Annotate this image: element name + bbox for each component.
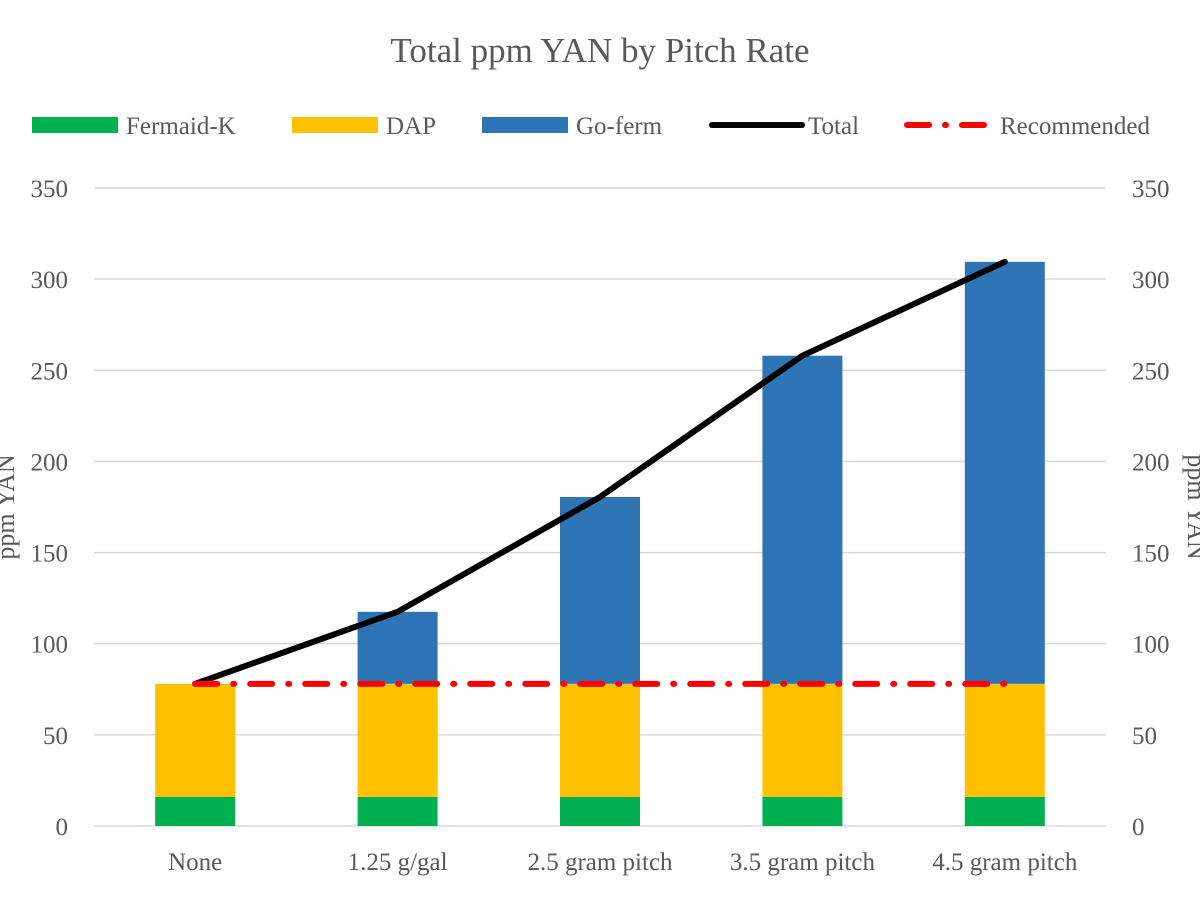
- x-tick-label: 2.5 gram pitch: [527, 849, 673, 876]
- legend-label-dap: DAP: [386, 113, 436, 140]
- bar-fermaid-k: [964, 796, 1045, 826]
- bar-go-ferm: [964, 261, 1045, 684]
- bar-dap: [762, 683, 843, 797]
- bar-dap: [964, 683, 1045, 797]
- lines: [192, 258, 1008, 687]
- y-tick-label: 0: [56, 814, 69, 841]
- y-axis-label: ppm YAN: [0, 454, 20, 559]
- y2-tick-label: 50: [1132, 723, 1157, 750]
- bars: [155, 261, 1045, 826]
- bar-go-ferm: [762, 355, 843, 684]
- bar-dap: [357, 683, 438, 797]
- legend-label-go-ferm: Go-ferm: [576, 113, 663, 140]
- y2-tick-label: 0: [1132, 814, 1145, 841]
- line-total: [192, 258, 1008, 687]
- legend-label-total: Total: [808, 113, 859, 140]
- tick-labels: 0 0 50 50 100 100 150 150 200 200 250 250 300 300 350 3…: [31, 176, 1170, 876]
- y-tick-label: 300: [31, 267, 69, 294]
- bar-fermaid-k: [357, 796, 438, 826]
- legend: Fermaid-K DAP Go-ferm Total Recommended: [32, 113, 1150, 140]
- bar-dap: [560, 683, 640, 797]
- x-tick-label: 4.5 gram pitch: [932, 849, 1078, 876]
- y2-tick-label: 300: [1132, 267, 1170, 294]
- chart-title: Total ppm YAN by Pitch Rate: [390, 31, 809, 70]
- legend-label-fermaid-k: Fermaid-K: [126, 113, 236, 140]
- legend-label-recommended: Recommended: [1000, 113, 1150, 140]
- x-tick-label: 3.5 gram pitch: [730, 849, 876, 876]
- y2-tick-label: 200: [1132, 449, 1170, 476]
- x-tick-label: None: [168, 849, 222, 876]
- y2-tick-label: 150: [1132, 541, 1170, 568]
- y-tick-label: 350: [31, 176, 69, 203]
- bar-fermaid-k: [560, 796, 640, 826]
- y2-tick-label: 250: [1132, 358, 1170, 385]
- bar-fermaid-k: [155, 796, 236, 826]
- bar-go-ferm: [560, 496, 640, 684]
- legend-swatch-fermaid-k: [32, 117, 118, 133]
- y-tick-label: 100: [31, 632, 69, 659]
- bar-fermaid-k: [762, 796, 843, 826]
- y-tick-label: 200: [31, 449, 69, 476]
- y2-tick-label: 100: [1132, 632, 1170, 659]
- legend-swatch-dap: [292, 117, 378, 133]
- y2-axis-label: ppm YAN: [1182, 454, 1200, 559]
- bar-dap: [155, 683, 236, 797]
- legend-swatch-go-ferm: [482, 117, 568, 133]
- y-tick-label: 50: [43, 723, 68, 750]
- x-tick-label: 1.25 g/gal: [348, 849, 448, 876]
- y-tick-label: 150: [31, 541, 69, 568]
- y-tick-label: 250: [31, 358, 69, 385]
- y2-tick-label: 350: [1132, 176, 1170, 203]
